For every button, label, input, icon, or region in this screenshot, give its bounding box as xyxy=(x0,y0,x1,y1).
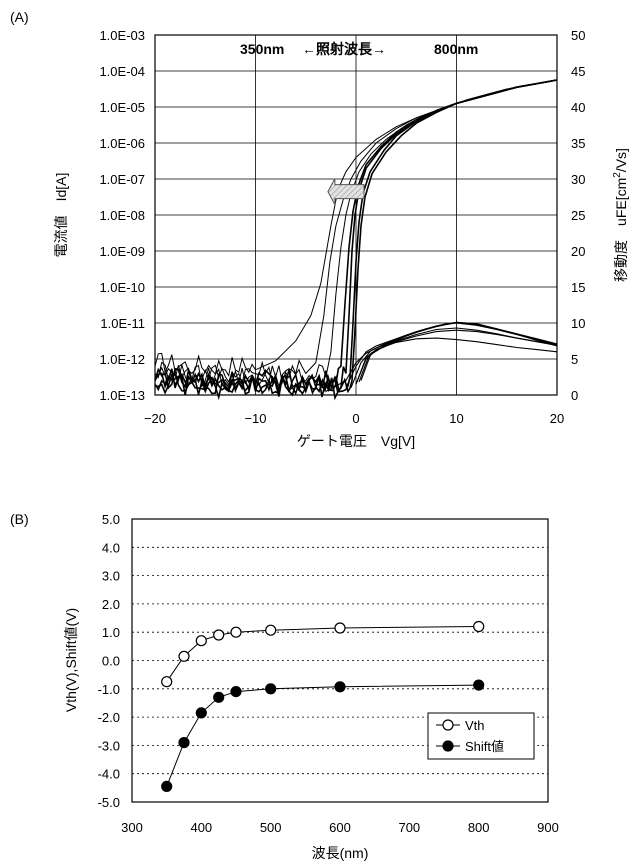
vth-point xyxy=(196,636,206,646)
chart-a-grid xyxy=(155,35,557,395)
y-tick-label: 1.0E-11 xyxy=(100,316,145,331)
y2-tick-label: 10 xyxy=(571,316,585,331)
y2-tick-label: 0 xyxy=(571,388,578,403)
y-tick-label: 1.0E-13 xyxy=(99,388,145,403)
x-tick-label: 10 xyxy=(449,411,463,426)
legend-vth-marker xyxy=(443,720,453,730)
vth-point xyxy=(474,622,484,632)
y-tick-label: 1.0E-10 xyxy=(99,280,145,295)
shift-point xyxy=(179,738,189,748)
y-tick-label: 5.0 xyxy=(102,512,120,527)
y2-tick-label: 15 xyxy=(571,280,585,295)
annotation-800nm: 800nm xyxy=(434,41,478,57)
chart-b-y-ticks: -5.0 -4.0 -3.0 -2.0 -1.0 0.0 1.0 2.0 3.0 4.0 5.0 xyxy=(98,512,120,810)
y2-tick-label: 30 xyxy=(571,172,585,187)
y2-tick-label: 40 xyxy=(571,100,585,115)
y2-tick-label: 25 xyxy=(571,208,585,223)
panel-label-b: (B) xyxy=(10,511,29,527)
mobility-curve xyxy=(326,322,557,391)
annotation-350nm: 350nm xyxy=(240,41,284,57)
y-tick-label: 1.0E-08 xyxy=(99,208,145,223)
x-tick-label: 900 xyxy=(537,820,559,835)
annotation-irradiation-wavelength: ←照射波長→ xyxy=(302,41,386,57)
vth-point xyxy=(179,651,189,661)
x-tick-label: 700 xyxy=(398,820,420,835)
y-tick-label: 2.0 xyxy=(102,597,120,612)
panel-label-a: (A) xyxy=(10,9,29,25)
vth-point xyxy=(162,677,172,687)
chart-b-x-axis-title: 波長(nm) xyxy=(312,845,369,861)
vth-point xyxy=(335,623,345,633)
y-tick-label: 1.0E-04 xyxy=(99,64,145,79)
x-tick-label: −10 xyxy=(244,411,266,426)
chart-b-x-ticks: 300 400 500 600 700 800 900 xyxy=(121,820,559,835)
chart-a-y-axis-title: 電流値 Id[A] xyxy=(53,173,69,258)
mobility-curve xyxy=(346,322,557,388)
chart-b-y-axis-title: Vth(V),Shift値(V) xyxy=(63,608,79,712)
y2-title-tail: /Vs] xyxy=(613,148,629,172)
shift-point xyxy=(214,692,224,702)
y-tick-label: 0.0 xyxy=(102,654,120,669)
chart-b-legend: Vth Shift値 xyxy=(428,713,534,759)
legend-vth-label: Vth xyxy=(465,718,485,733)
x-tick-label: 0 xyxy=(352,411,359,426)
chart-a-y-ticks: 1.0E-13 1.0E-12 1.0E-11 1.0E-10 1.0E-09 1.0E-… xyxy=(99,28,145,403)
y-tick-label: 1.0 xyxy=(102,625,120,640)
y-tick-label: 3.0 xyxy=(102,569,120,584)
chart-a-x-ticks: −20 −10 0 10 20 xyxy=(144,411,564,426)
y-tick-label: 1.0E-03 xyxy=(99,28,145,43)
chart-b-series xyxy=(162,622,484,792)
chart-a: (A) 1.0E-131.0E-121.0E-111.0E-101.0E-091… xyxy=(10,9,629,449)
y-tick-label: -2.0 xyxy=(98,710,120,725)
shift-point xyxy=(474,680,484,690)
y2-tick-label: 45 xyxy=(571,64,585,79)
x-tick-label: 400 xyxy=(190,820,212,835)
y-tick-label: 4.0 xyxy=(102,540,120,555)
chart-b: (B) -5.0 -4.0 -3.0 -2.0 -1.0 0.0 1.0 2.0 3.0 4.0 5… xyxy=(10,511,559,861)
chart-a-y2-axis-title: 移動度 uFE[cm2/Vs] xyxy=(612,148,629,282)
shift-point xyxy=(162,781,172,791)
y-tick-label: -5.0 xyxy=(98,795,120,810)
x-tick-label: 800 xyxy=(468,820,490,835)
vth-point xyxy=(231,627,241,637)
vth-point xyxy=(214,630,224,640)
x-tick-label: −20 xyxy=(144,411,166,426)
y-tick-label: 1.0E-09 xyxy=(99,244,145,259)
legend-shift-marker xyxy=(443,741,453,751)
y-tick-label: 1.0E-06 xyxy=(99,136,145,151)
chart-a-x-axis-title: ゲート電圧 Vg[V] xyxy=(297,433,415,449)
shift-point xyxy=(266,684,276,694)
chart-a-y2-ticks: 0 5 10 15 20 25 30 35 40 45 50 xyxy=(571,28,585,403)
y-tick-label: -1.0 xyxy=(98,682,120,697)
y2-tick-label: 5 xyxy=(571,352,578,367)
y-tick-label: 1.0E-05 xyxy=(99,100,145,115)
x-tick-label: 500 xyxy=(260,820,282,835)
y-tick-label: 1.0E-12 xyxy=(99,352,145,367)
x-tick-label: 600 xyxy=(329,820,351,835)
mobility-curve xyxy=(351,323,557,388)
x-tick-label: 300 xyxy=(121,820,143,835)
shift-point xyxy=(196,708,206,718)
y2-tick-label: 20 xyxy=(571,244,585,259)
mobility-curve xyxy=(361,323,557,381)
legend-shift-label: Shift値 xyxy=(465,739,504,754)
y2-title-main: 移動度 uFE[cm xyxy=(613,178,629,282)
vth-point xyxy=(266,625,276,635)
y-tick-label: -4.0 xyxy=(98,767,120,782)
y-tick-label: -3.0 xyxy=(98,738,120,753)
chart-b-frame xyxy=(132,519,548,802)
y2-tick-label: 50 xyxy=(571,28,585,43)
y-tick-label: 1.0E-07 xyxy=(99,172,145,187)
x-tick-label: 20 xyxy=(550,411,564,426)
y2-tick-label: 35 xyxy=(571,136,585,151)
shift-point xyxy=(335,682,345,692)
shift-point xyxy=(231,687,241,697)
wavelength-annotation: 350nm ←照射波長→ 800nm xyxy=(240,41,478,57)
